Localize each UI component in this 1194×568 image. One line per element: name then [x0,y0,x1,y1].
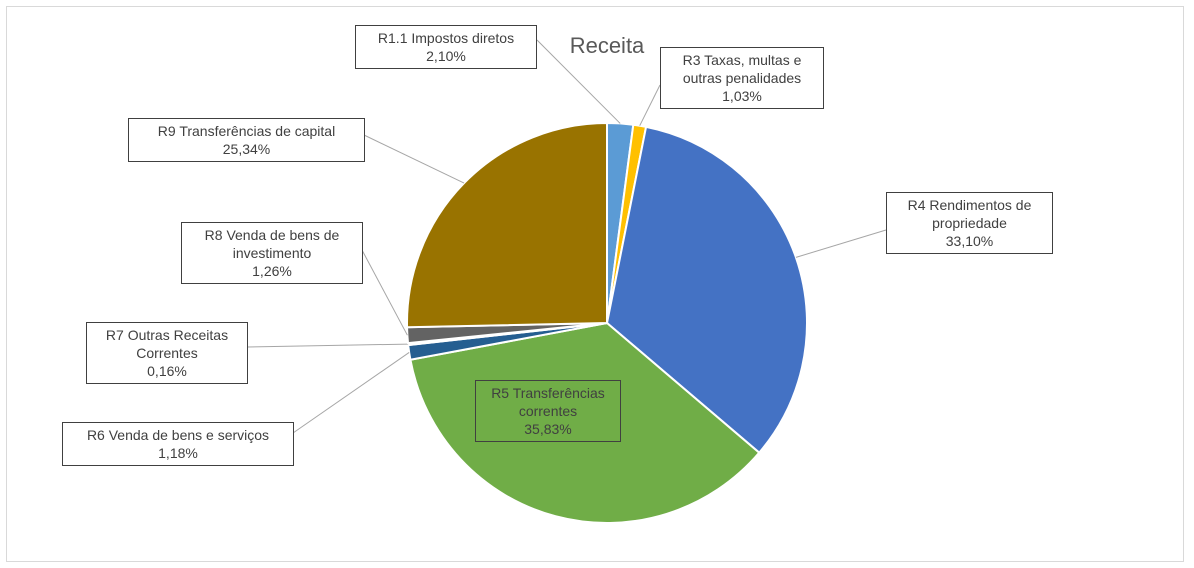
category-name: R9 Transferências de capital [157,123,336,139]
category-name: R7 Outras Receitas Correntes [105,327,229,361]
pie-slice [409,321,761,524]
value-label: 0,16% [147,363,187,379]
leader-line [361,249,408,336]
data-label: R7 Outras Receitas Correntes 0,16% [86,322,248,384]
category-name: R6 Venda de bens e serviços [86,427,270,443]
data-label: R9 Transferências de capital 25,34% [128,118,365,162]
value-label: 1,26% [252,263,292,279]
data-label: R8 Venda de bens de investimento 1,26% [181,222,363,284]
value-label: 33,10% [945,233,994,249]
category-name: R8 Venda de bens de investimento [204,227,340,261]
value-label: 2,10% [426,48,466,64]
value-label: 35,83% [524,421,572,437]
pie-slice [406,121,608,329]
data-label: R6 Venda de bens e serviços 1,18% [62,422,294,466]
leader-line [795,229,887,258]
leader-line [536,39,621,124]
category-name: R1.1 Impostos diretos [377,30,515,46]
category-name: R4 Rendimentos de propriedade [907,197,1032,231]
leader-line [292,352,410,434]
value-label: 1,03% [722,88,762,104]
value-label: 1,18% [158,445,198,461]
data-label: R3 Taxas, multas e outras penalidades 1,0… [660,47,824,109]
data-label: R5 Transferências correntes 35,83% [475,380,621,442]
value-label: 25,34% [222,141,271,157]
chart-frame [6,6,1184,562]
leader-line [246,343,409,348]
data-label: R4 Rendimentos de propriedade 33,10% [886,192,1053,254]
data-label: R1.1 Impostos diretos 2,10% [355,25,537,69]
leader-line [639,84,661,126]
chart-title: Receita [569,33,645,58]
pie-slice [605,125,808,455]
category-name: R5 Transferências correntes [491,385,605,419]
leader-line [363,134,465,184]
category-name: R3 Taxas, multas e outras penalidades [682,52,802,86]
